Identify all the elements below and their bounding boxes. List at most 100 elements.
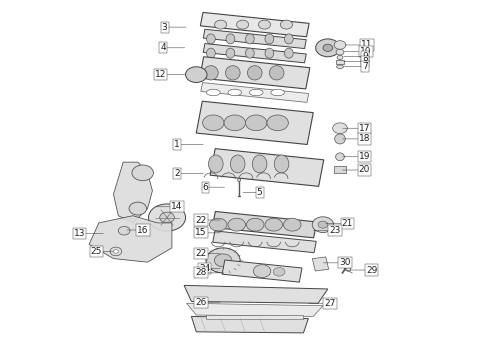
Ellipse shape (271, 89, 285, 96)
Ellipse shape (237, 20, 248, 29)
Ellipse shape (208, 155, 223, 173)
Text: 26: 26 (196, 298, 207, 307)
Text: 5: 5 (257, 188, 263, 197)
Ellipse shape (215, 20, 227, 29)
Circle shape (312, 217, 334, 233)
Circle shape (202, 115, 224, 131)
Text: 14: 14 (171, 202, 182, 211)
Circle shape (333, 123, 347, 134)
Bar (212, 211, 317, 238)
Bar (213, 231, 316, 253)
Circle shape (206, 248, 240, 273)
Text: 25: 25 (91, 247, 102, 256)
Text: 2: 2 (174, 169, 180, 178)
Text: 23: 23 (329, 226, 341, 235)
Ellipse shape (238, 178, 241, 182)
Text: 28: 28 (196, 268, 207, 277)
Ellipse shape (225, 66, 240, 80)
Circle shape (110, 247, 122, 256)
Ellipse shape (249, 89, 263, 96)
Circle shape (336, 49, 344, 55)
Ellipse shape (258, 20, 270, 29)
Text: 1: 1 (174, 140, 180, 149)
Bar (336, 60, 344, 64)
Text: 19: 19 (359, 152, 370, 161)
Circle shape (265, 218, 283, 231)
Circle shape (334, 41, 346, 49)
Circle shape (132, 165, 153, 181)
Ellipse shape (252, 155, 267, 173)
Text: 8: 8 (363, 57, 368, 66)
Circle shape (253, 265, 271, 278)
Ellipse shape (226, 34, 235, 44)
Circle shape (160, 212, 174, 223)
Circle shape (228, 218, 245, 231)
Bar (196, 101, 313, 144)
Circle shape (316, 39, 340, 57)
Ellipse shape (336, 153, 344, 161)
Polygon shape (192, 316, 308, 333)
Ellipse shape (265, 34, 274, 44)
Bar (222, 260, 302, 282)
Ellipse shape (337, 65, 343, 68)
Polygon shape (114, 162, 152, 223)
Ellipse shape (245, 34, 254, 44)
Ellipse shape (206, 89, 220, 96)
Circle shape (129, 202, 147, 215)
Text: 3: 3 (162, 23, 168, 32)
Text: 20: 20 (359, 166, 370, 175)
Circle shape (118, 226, 130, 235)
Ellipse shape (270, 66, 284, 80)
Text: 29: 29 (366, 266, 377, 275)
Circle shape (267, 115, 288, 131)
Bar (201, 82, 309, 102)
Ellipse shape (274, 155, 289, 173)
Bar (334, 166, 346, 173)
Ellipse shape (344, 265, 351, 271)
Text: 17: 17 (359, 124, 370, 133)
Ellipse shape (206, 34, 215, 44)
Text: 11: 11 (361, 40, 372, 49)
Bar (203, 29, 306, 49)
Ellipse shape (226, 48, 235, 58)
Circle shape (214, 254, 232, 267)
Bar (199, 57, 310, 89)
Ellipse shape (203, 66, 218, 80)
Text: 15: 15 (196, 228, 207, 237)
Polygon shape (184, 285, 328, 303)
Bar (200, 12, 309, 37)
Ellipse shape (335, 134, 345, 144)
Circle shape (246, 218, 264, 231)
Circle shape (323, 44, 333, 51)
Ellipse shape (280, 20, 293, 29)
Polygon shape (187, 303, 323, 316)
Circle shape (273, 267, 285, 276)
Bar (203, 44, 306, 63)
Text: 7: 7 (363, 62, 368, 71)
Ellipse shape (230, 155, 245, 173)
Ellipse shape (247, 66, 262, 80)
Polygon shape (89, 216, 172, 262)
Text: 12: 12 (155, 70, 167, 79)
Circle shape (284, 218, 301, 231)
Text: 21: 21 (342, 219, 353, 228)
Circle shape (114, 249, 118, 253)
Ellipse shape (206, 48, 215, 58)
Text: 18: 18 (359, 134, 370, 143)
Bar (312, 257, 329, 271)
Text: 24: 24 (199, 264, 210, 273)
Text: 16: 16 (137, 225, 148, 234)
Ellipse shape (265, 48, 274, 58)
Text: 27: 27 (324, 299, 336, 308)
Text: 10: 10 (360, 47, 371, 56)
Text: 6: 6 (203, 183, 208, 192)
Circle shape (245, 115, 267, 131)
Ellipse shape (228, 89, 242, 96)
Text: 4: 4 (160, 43, 166, 52)
Circle shape (337, 55, 343, 60)
Text: 30: 30 (339, 258, 351, 267)
Circle shape (224, 115, 245, 131)
Ellipse shape (245, 48, 254, 58)
Text: 13: 13 (74, 229, 85, 238)
Text: 22: 22 (196, 216, 207, 225)
